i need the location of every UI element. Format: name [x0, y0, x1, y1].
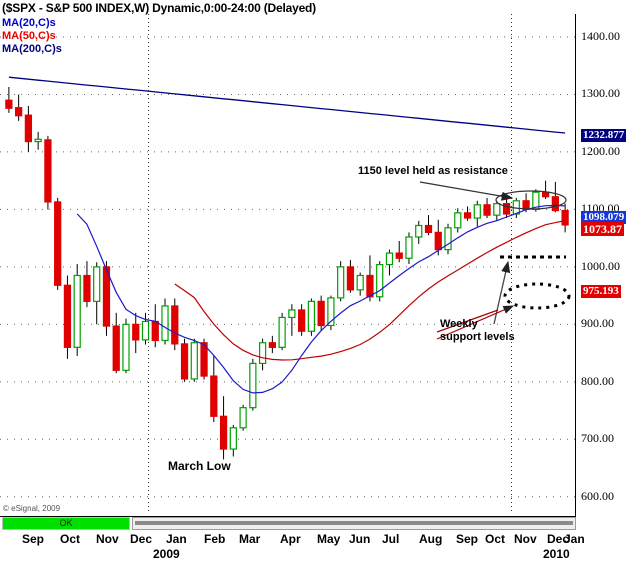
ma20-line	[76, 204, 566, 394]
time-tick-1: Oct	[60, 532, 81, 546]
march-low-annotation: March Low	[168, 459, 231, 473]
status-progress-bar: OK	[2, 517, 130, 530]
price-tick-1400: 1400.00	[581, 28, 620, 43]
time-tick-10: Jul	[382, 532, 400, 546]
legend-ma50: MA(50,C)s	[2, 30, 56, 42]
time-tick-4: Jan	[166, 532, 187, 546]
time-tick-2: Nov	[96, 532, 119, 546]
price-tick-700: 700.00	[581, 431, 614, 446]
support-annotation-line1: Weekly	[440, 318, 478, 330]
ma200-line	[8, 76, 566, 134]
ma50-value-badge: 975.193	[581, 285, 621, 298]
year-label-2010: 2010	[543, 547, 570, 561]
chart-gridlines	[0, 14, 575, 514]
time-tick-5: Feb	[204, 532, 226, 546]
scrollbar-thumb[interactable]	[135, 521, 573, 525]
chart-canvas	[0, 14, 575, 514]
ma200-value-badge: 1232.877	[581, 129, 627, 142]
price-tick-800: 800.00	[581, 373, 614, 388]
copyright-text: © eSignal, 2009	[3, 504, 61, 513]
horizontal-scrollbar[interactable]	[132, 517, 576, 530]
legend-ma200: MA(200,C)s	[2, 43, 62, 55]
support-annotation-line2: support levels	[440, 331, 515, 343]
price-tick-900: 900.00	[581, 316, 614, 331]
ma50-line	[174, 220, 566, 361]
time-tick-3: Dec	[130, 532, 153, 546]
price-tick-1000: 1000.00	[581, 258, 620, 273]
price-tick-600: 600.00	[581, 488, 614, 503]
time-tick-11: Aug	[419, 532, 443, 546]
legend-ma20: MA(20,C)s	[2, 17, 56, 29]
candlestick-series	[5, 86, 569, 460]
price-axis-line	[575, 14, 576, 516]
time-tick-8: May	[317, 532, 341, 546]
chart-title: ($SPX - S&P 500 INDEX,W) Dynamic,0:00-24…	[2, 1, 316, 15]
time-tick-6: Mar	[239, 532, 261, 546]
annotation-overlays	[419, 181, 571, 340]
price-tick-1300: 1300.00	[581, 86, 620, 101]
time-tick-14: Nov	[514, 532, 537, 546]
time-tick-15: Dec	[547, 532, 570, 546]
last-price-badge: 1073.87	[581, 222, 624, 236]
time-axis-line	[0, 516, 576, 517]
ma20-value-badge: 1098.079	[581, 211, 627, 224]
time-tick-12: Sep	[456, 532, 479, 546]
time-tick-7: Apr	[280, 532, 301, 546]
resistance-annotation: 1150 level held as resistance	[358, 165, 508, 177]
price-chart-plot-area[interactable]	[0, 14, 575, 514]
time-tick-9: Jun	[349, 532, 371, 546]
time-tick-0: Sep	[22, 532, 45, 546]
status-label: OK	[59, 518, 73, 528]
moving-average-legend: MA(20,C)s MA(50,C)s MA(200,C)s	[2, 17, 62, 56]
time-tick-16: Jan	[564, 532, 585, 546]
year-label-2009: 2009	[153, 547, 180, 561]
time-tick-13: Oct	[485, 532, 506, 546]
price-tick-1200: 1200.00	[581, 143, 620, 158]
